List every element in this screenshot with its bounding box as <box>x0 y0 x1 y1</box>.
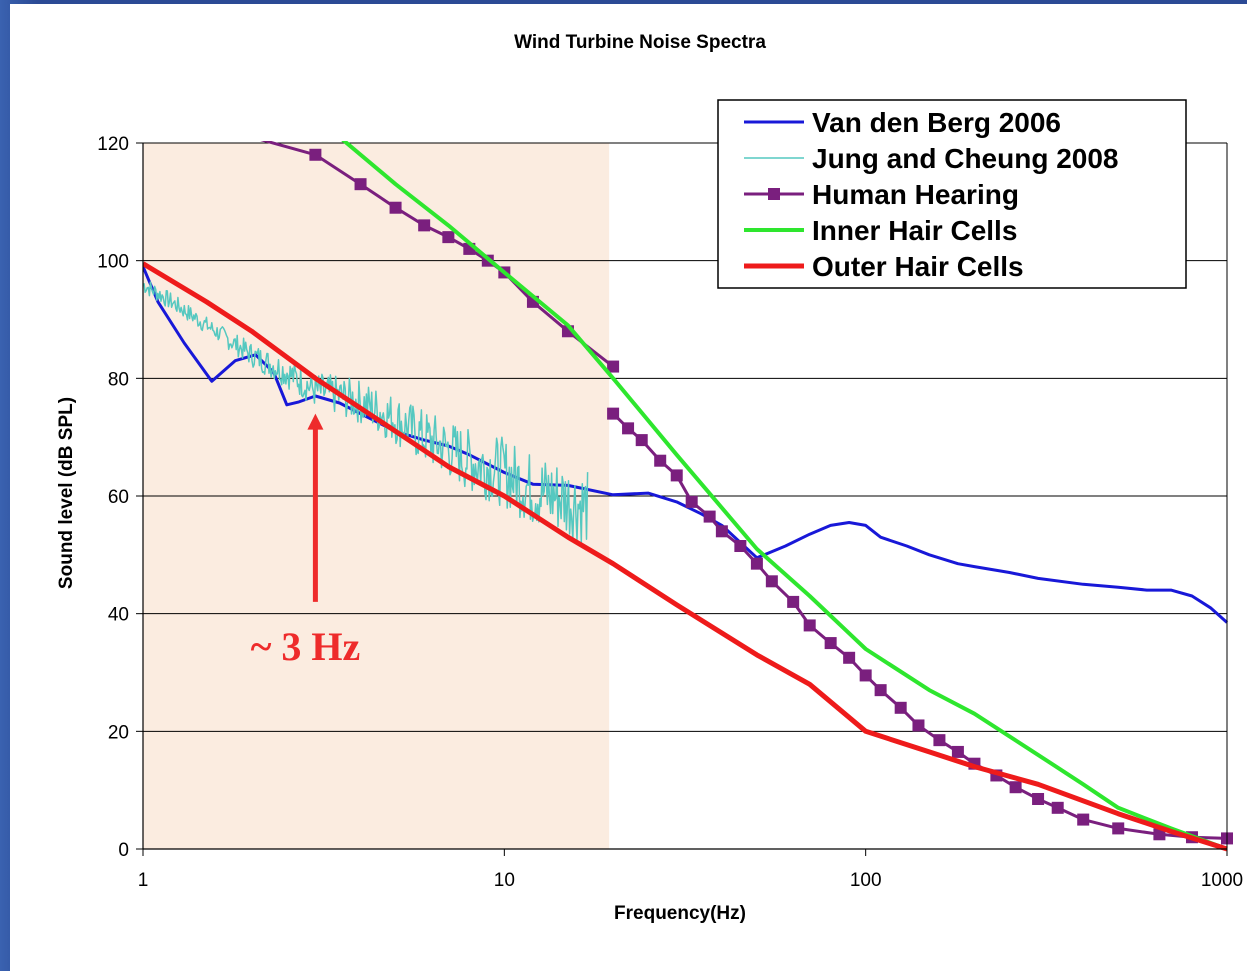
chart-area: 0 20 40 60 80 100 120 1 10 100 1000 ~ 3 Hz Van den… <box>10 4 1247 971</box>
y-axis-label: Sound level (dB SPL) <box>56 397 77 589</box>
series-human-hearing-marker <box>607 407 620 420</box>
legend-label: Jung and Cheung 2008 <box>812 143 1119 174</box>
series-human-hearing-marker <box>670 469 683 482</box>
x-tick-label: 10 <box>494 870 515 891</box>
series-outer-hair-cells-line <box>143 261 1228 852</box>
series-human-hearing-marker <box>389 201 402 214</box>
series-human-hearing-segment <box>612 412 1228 840</box>
series-human-hearing-marker <box>635 434 648 447</box>
series-human-hearing-marker <box>912 719 925 732</box>
series-inner-hair-cells-line <box>341 141 1228 851</box>
series-human-hearing-marker <box>1009 781 1022 794</box>
y-tick-label: 100 <box>97 252 129 273</box>
y-tick-label: 120 <box>97 134 129 155</box>
series-human-hearing-marker <box>894 701 907 714</box>
series-human-hearing-marker <box>442 231 455 244</box>
series-human-hearing-marker <box>622 422 635 435</box>
series-human-hearing-marker <box>1153 828 1166 841</box>
series-human-hearing-marker <box>685 495 698 508</box>
legend-marker <box>768 188 780 200</box>
legend-label: Inner Hair Cells <box>812 215 1017 246</box>
y-tick-label: 20 <box>108 722 129 743</box>
chart-title: Wind Turbine Noise Spectra <box>514 32 766 53</box>
legend-label: Human Hearing <box>812 179 1019 210</box>
y-tick-label: 80 <box>108 369 129 390</box>
series-human-hearing-marker <box>859 669 872 682</box>
series-human-hearing-marker <box>734 540 747 553</box>
annotation-arrow-head <box>307 413 324 430</box>
x-tick-label: 1000 <box>1201 870 1243 891</box>
y-tick-label: 60 <box>108 487 129 508</box>
series-human-hearing-marker <box>607 360 620 373</box>
series-human-hearing-marker <box>1051 801 1064 814</box>
series-human-hearing-marker <box>703 510 716 523</box>
series-human-hearing-marker <box>354 178 367 191</box>
series-human-hearing-marker <box>874 684 887 697</box>
x-axis-label: Frequency(Hz) <box>614 903 746 924</box>
legend-label: Van den Berg 2006 <box>812 107 1061 138</box>
series-human-hearing-marker <box>824 637 837 650</box>
legend-label: Outer Hair Cells <box>812 251 1024 282</box>
annotation-label: ~ 3 Hz <box>251 624 361 669</box>
series-human-hearing-marker <box>933 734 946 747</box>
series-jung-and-cheung-2008-line <box>143 281 589 544</box>
series-human-hearing-marker <box>715 525 728 538</box>
series-human-hearing-marker <box>951 745 964 758</box>
series-human-hearing-marker <box>1032 792 1045 805</box>
series-human-hearing-marker <box>843 651 856 664</box>
series-human-hearing-marker <box>750 557 763 570</box>
series-human-hearing-marker <box>309 148 322 161</box>
series-human-hearing-marker <box>765 575 778 588</box>
y-tick-label: 0 <box>118 840 129 861</box>
x-tick-label: 100 <box>850 870 882 891</box>
series-human-hearing-marker <box>1112 822 1125 835</box>
y-tick-label: 40 <box>108 605 129 626</box>
series-human-hearing-marker <box>787 595 800 608</box>
series-human-hearing-marker <box>803 619 816 632</box>
series-human-hearing-marker <box>1077 813 1090 826</box>
series-human-hearing-marker <box>654 454 667 467</box>
series-human-hearing-marker <box>418 219 431 232</box>
x-tick-label: 1 <box>138 870 149 891</box>
